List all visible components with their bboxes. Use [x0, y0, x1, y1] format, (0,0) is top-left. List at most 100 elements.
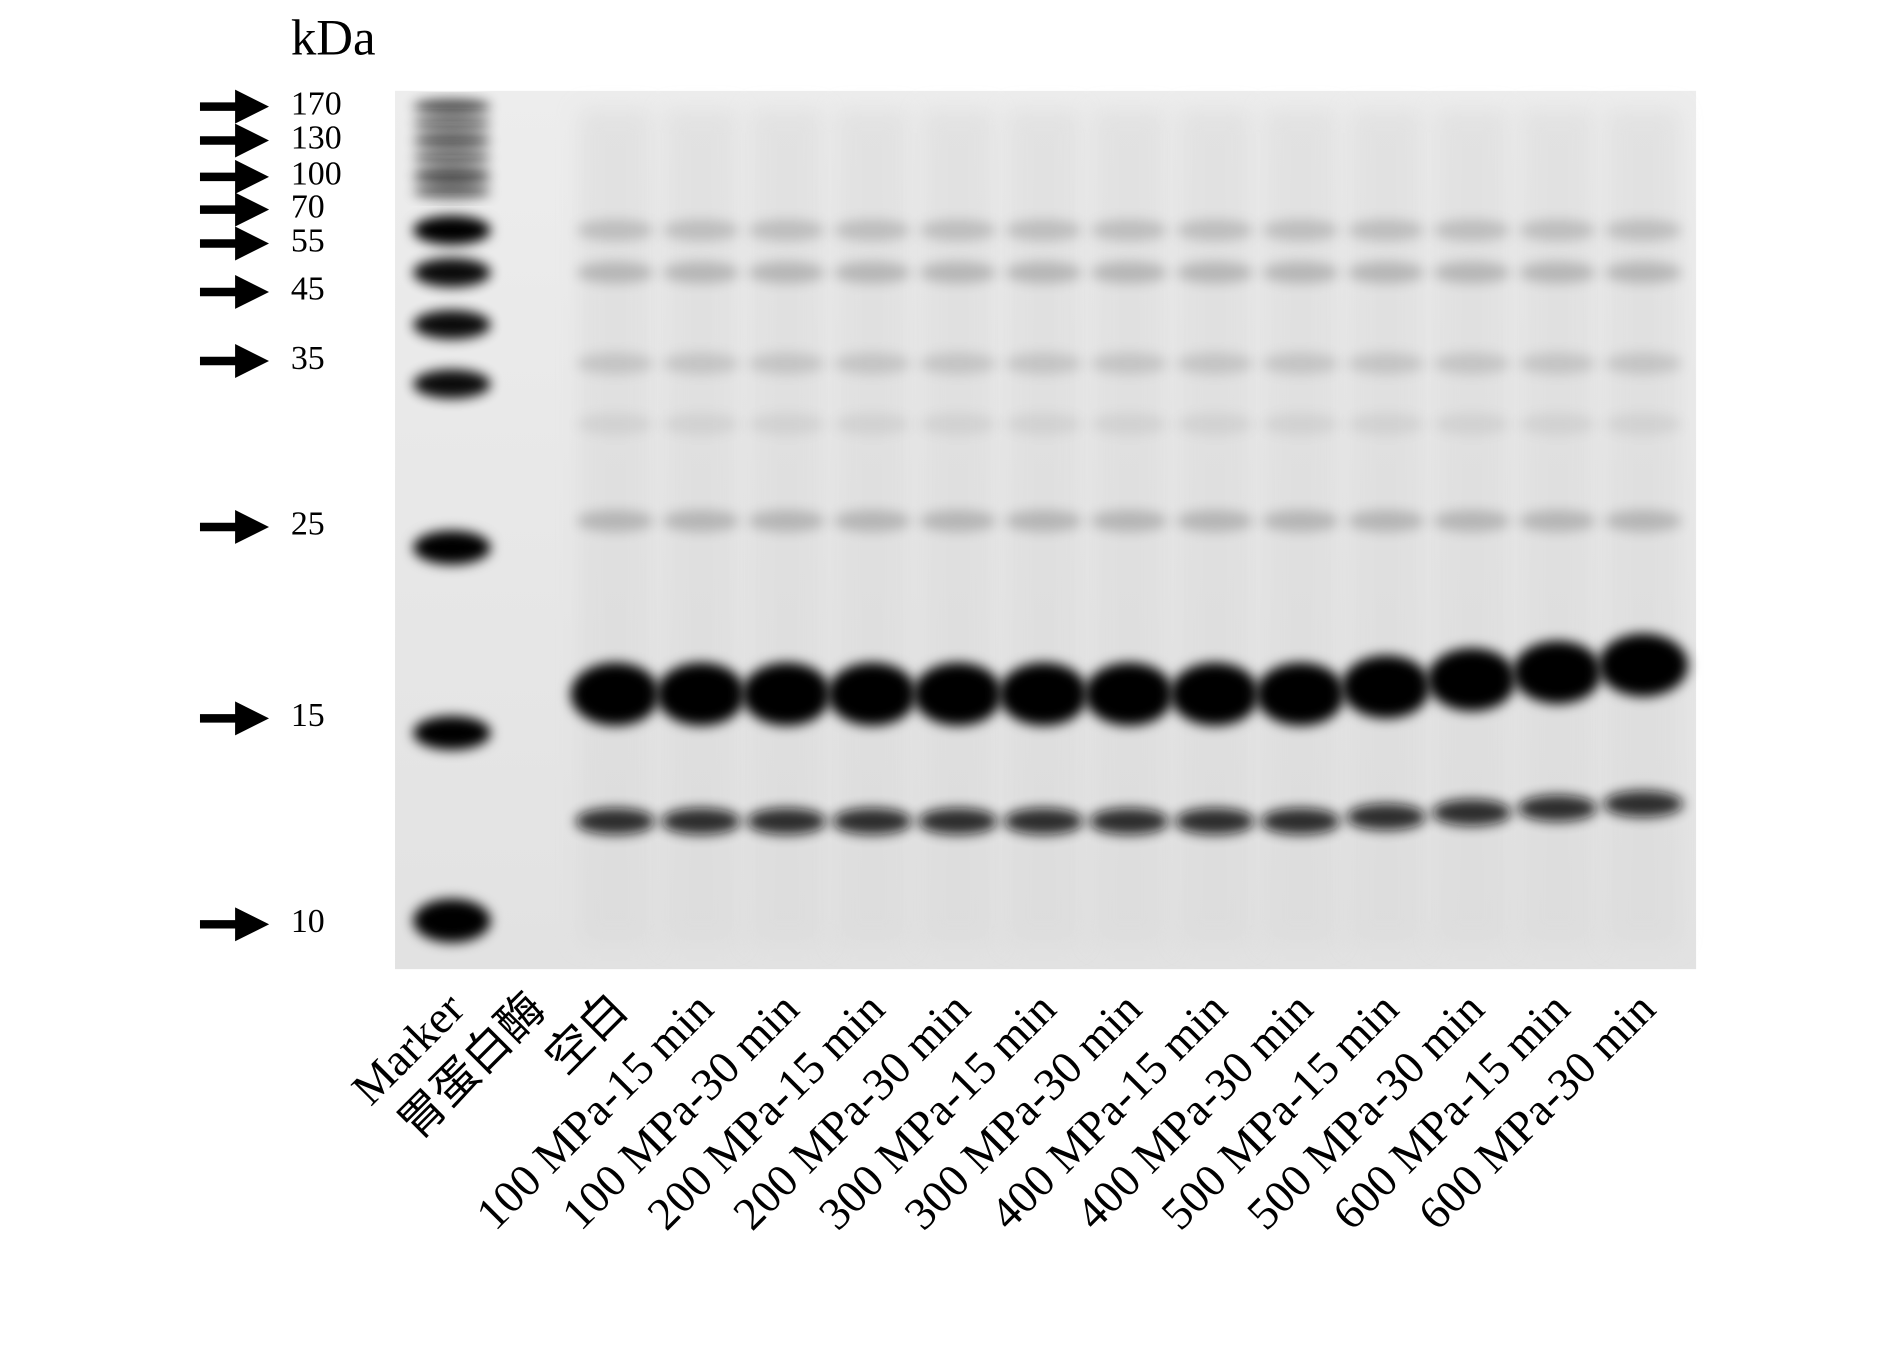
- lower-band: [1603, 790, 1684, 818]
- faint-band: [1004, 261, 1083, 284]
- faint-band: [1176, 219, 1254, 242]
- faint-band: [1090, 413, 1169, 435]
- main-band: [1598, 633, 1689, 697]
- faint-band: [576, 219, 655, 242]
- faint-band: [1261, 219, 1340, 242]
- faint-band: [748, 219, 826, 242]
- lower-band: [1260, 808, 1341, 835]
- faint-band: [1004, 219, 1083, 242]
- marker-label: 35: [291, 340, 325, 377]
- faint-band: [576, 413, 655, 435]
- main-band: [1341, 655, 1432, 719]
- faint-band: [833, 219, 912, 242]
- faint-band: [1518, 261, 1597, 284]
- marker-band: [413, 150, 491, 165]
- lower-band: [575, 808, 656, 835]
- marker-label: 55: [291, 222, 325, 259]
- marker-label: 15: [291, 697, 325, 734]
- marker-band: [413, 898, 491, 943]
- faint-band: [1090, 261, 1169, 284]
- faint-band: [919, 219, 997, 242]
- main-band: [1512, 640, 1603, 704]
- faint-band: [1433, 352, 1511, 375]
- marker-label: 25: [291, 506, 325, 543]
- faint-band: [1004, 510, 1083, 532]
- faint-band: [919, 261, 997, 284]
- faint-band: [919, 352, 997, 375]
- faint-band: [1604, 352, 1683, 375]
- faint-band: [1433, 261, 1511, 284]
- faint-band: [1518, 413, 1597, 435]
- main-band: [1255, 662, 1346, 726]
- main-band: [1084, 662, 1175, 726]
- marker-label: 170: [291, 85, 342, 122]
- lower-band: [832, 808, 913, 835]
- faint-band: [1347, 352, 1426, 375]
- faint-band: [1433, 510, 1511, 532]
- faint-band: [1004, 352, 1083, 375]
- marker-band: [413, 530, 491, 565]
- main-band: [570, 662, 661, 726]
- main-band: [827, 662, 918, 726]
- faint-band: [833, 352, 912, 375]
- faint-band: [1176, 510, 1254, 532]
- faint-band: [748, 261, 826, 284]
- faint-band: [1604, 413, 1683, 435]
- marker-band: [413, 715, 491, 750]
- faint-band: [748, 352, 826, 375]
- faint-band: [833, 413, 912, 435]
- faint-band: [1176, 413, 1254, 435]
- lower-band: [1175, 808, 1256, 835]
- lower-band: [746, 808, 827, 835]
- faint-band: [576, 510, 655, 532]
- faint-band: [1604, 261, 1683, 284]
- faint-band: [1347, 261, 1426, 284]
- faint-band: [1518, 219, 1597, 242]
- faint-band: [833, 510, 912, 532]
- lower-band: [661, 808, 742, 835]
- marker-band: [413, 116, 491, 131]
- marker-band: [413, 99, 491, 114]
- faint-band: [1090, 510, 1169, 532]
- faint-band: [1347, 510, 1426, 532]
- faint-band: [662, 510, 740, 532]
- lower-band: [1089, 808, 1170, 835]
- faint-band: [1004, 413, 1083, 435]
- faint-band: [1518, 510, 1597, 532]
- faint-band: [1090, 352, 1169, 375]
- main-band: [741, 662, 832, 726]
- faint-band: [1604, 219, 1683, 242]
- faint-band: [1518, 352, 1597, 375]
- lower-band: [1431, 799, 1512, 826]
- marker-label: 130: [291, 119, 342, 156]
- main-band: [656, 662, 746, 726]
- marker-band: [413, 184, 491, 199]
- lower-band: [1346, 803, 1427, 831]
- main-band: [913, 662, 1003, 726]
- faint-band: [1261, 510, 1340, 532]
- faint-band: [576, 352, 655, 375]
- marker-band: [413, 167, 491, 185]
- main-band: [1170, 662, 1260, 726]
- faint-band: [1433, 413, 1511, 435]
- faint-band: [1176, 352, 1254, 375]
- marker-label: 10: [291, 903, 325, 940]
- faint-band: [662, 352, 740, 375]
- faint-band: [1433, 219, 1511, 242]
- faint-band: [1261, 352, 1340, 375]
- marker-label: 70: [291, 188, 325, 225]
- marker-label: 100: [291, 156, 342, 193]
- faint-band: [1176, 261, 1254, 284]
- unit-label: kDa: [291, 11, 376, 67]
- marker-band: [413, 133, 491, 148]
- faint-band: [919, 510, 997, 532]
- faint-band: [833, 261, 912, 284]
- faint-band: [919, 413, 997, 435]
- faint-band: [1261, 413, 1340, 435]
- faint-band: [1090, 219, 1169, 242]
- faint-band: [1261, 261, 1340, 284]
